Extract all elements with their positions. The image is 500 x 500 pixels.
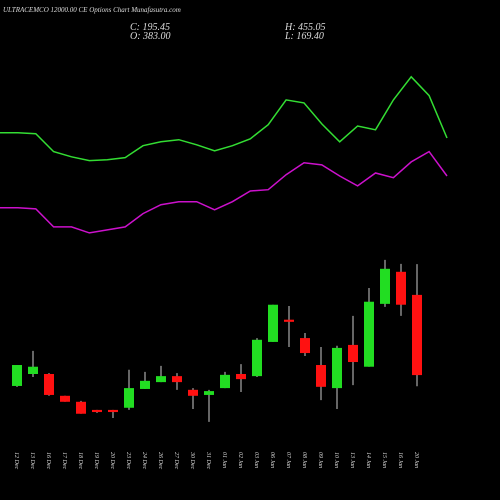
x-tick-label: 24 Dec xyxy=(141,452,148,469)
x-tick-label: 03 Jan xyxy=(253,452,259,468)
indicator-line xyxy=(0,150,448,234)
candle-body xyxy=(44,373,54,395)
candle-body xyxy=(220,374,230,389)
x-tick-label: 15 Jan xyxy=(381,452,387,468)
candle-body xyxy=(364,301,374,367)
chart-title: ULTRACEMCO 12000.00 CE Options Chart Mun… xyxy=(3,6,181,14)
x-tick-label: 13 Jan xyxy=(349,452,355,468)
candle-body xyxy=(396,271,406,305)
x-tick-label: 20 Dec xyxy=(109,452,115,469)
candle-body xyxy=(140,380,150,389)
candle-body xyxy=(124,388,134,408)
x-tick-label: 31 Dec xyxy=(205,451,211,469)
x-tick-label: 26 Dec xyxy=(157,452,163,469)
candle-body xyxy=(12,365,22,386)
candle-body xyxy=(172,376,182,383)
candle-body xyxy=(268,304,278,342)
x-tick-label: 14 Jan xyxy=(365,452,372,468)
x-tick-label: 20 Jan xyxy=(413,452,419,468)
x-tick-label: 06 Jan xyxy=(269,452,275,468)
x-tick-label: 18 Dec xyxy=(77,452,83,469)
x-tick-label: 08 Jan xyxy=(301,452,307,468)
x-tick-label: 27 Dec xyxy=(173,452,179,469)
high-label: H: 455.05 xyxy=(284,22,326,33)
candle-body xyxy=(204,391,214,395)
candle-body xyxy=(156,376,166,383)
x-tick-label: 16 Dec xyxy=(45,452,51,469)
candle-body xyxy=(252,339,262,377)
x-tick-label: 09 Jan xyxy=(317,452,323,468)
low-label: L: 169.40 xyxy=(284,31,324,42)
candle-body xyxy=(284,319,294,322)
x-tick-label: 02 Jan xyxy=(237,452,243,468)
indicator-line xyxy=(0,75,448,162)
x-tick-label: 10 Jan xyxy=(333,452,339,468)
x-tick-label: 12 Dec xyxy=(13,452,19,469)
candle-body xyxy=(300,338,310,354)
candle-body xyxy=(380,268,390,304)
candle-body xyxy=(60,395,70,402)
candle-body xyxy=(332,347,342,389)
candle-body xyxy=(188,389,198,396)
x-tick-label: 30 Dec xyxy=(189,451,195,469)
x-tick-label: 19 Dec xyxy=(93,452,99,469)
x-tick-label: 07 Jan xyxy=(285,452,291,468)
x-tick-label: 23 Dec xyxy=(125,452,131,469)
candle-body xyxy=(236,373,246,380)
x-tick-label: 13 Dec xyxy=(29,452,35,469)
x-tick-label: 01 Jan xyxy=(221,452,227,468)
candle-body xyxy=(316,365,326,387)
close-label: C: 195.45 xyxy=(130,22,170,33)
candle-body xyxy=(412,294,422,376)
x-tick-label: 16 Jan xyxy=(397,452,403,468)
candle-body xyxy=(76,401,86,414)
candle-body xyxy=(92,409,102,413)
x-tick-label: 17 Dec xyxy=(61,452,67,469)
candle-body xyxy=(348,344,358,363)
candle-body xyxy=(28,366,38,374)
open-label: O: 383.00 xyxy=(130,31,171,42)
candle-body xyxy=(108,409,118,413)
